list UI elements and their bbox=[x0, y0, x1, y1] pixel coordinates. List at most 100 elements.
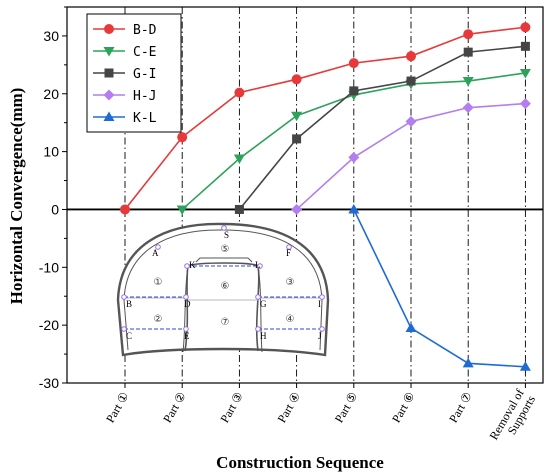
inset-point-label: I bbox=[318, 299, 321, 309]
data-point bbox=[291, 111, 303, 122]
inset-point bbox=[183, 294, 189, 300]
inset-point-label: D bbox=[184, 299, 191, 309]
y-tick-label: -20 bbox=[39, 317, 59, 333]
inset-region-label: ① bbox=[154, 277, 163, 288]
inset-point-label: K bbox=[189, 260, 196, 270]
inset-point bbox=[319, 294, 325, 300]
data-point bbox=[234, 204, 244, 214]
x-tick-label-line: Part ⑦ bbox=[446, 390, 475, 426]
plot-frame bbox=[66, 6, 544, 384]
series-k-l bbox=[348, 203, 531, 371]
data-point bbox=[462, 77, 474, 87]
inset-point-label: S bbox=[224, 230, 229, 240]
y-tick-label: 0 bbox=[51, 201, 59, 217]
series-h-j bbox=[291, 98, 531, 215]
legend-label: B-D bbox=[133, 23, 157, 38]
inset-point bbox=[255, 326, 261, 332]
data-point bbox=[103, 111, 115, 121]
inset-point bbox=[255, 294, 261, 300]
series-g-i bbox=[234, 41, 530, 214]
x-tick-label: Part ③ bbox=[217, 390, 246, 426]
data-point bbox=[520, 22, 531, 33]
right-wall-inner bbox=[257, 265, 263, 353]
inset-point bbox=[257, 263, 263, 269]
data-point bbox=[176, 205, 188, 215]
data-point bbox=[406, 76, 416, 86]
x-tick-label-line: Part ④ bbox=[275, 390, 304, 426]
data-point bbox=[406, 51, 416, 62]
series-line bbox=[238, 45, 526, 210]
inset-point-label: J bbox=[318, 331, 322, 341]
data-point bbox=[177, 132, 188, 143]
legend: B-D C-E G-I H-J K-L bbox=[86, 13, 182, 133]
data-point bbox=[103, 89, 115, 101]
data-point bbox=[463, 29, 474, 40]
x-tick-label: Removal ofSupports bbox=[487, 386, 539, 449]
legend-label: H-J bbox=[133, 89, 156, 104]
inset-region-label: ⑥ bbox=[221, 281, 230, 292]
legend-item: B-D bbox=[93, 23, 157, 38]
inset-point bbox=[121, 294, 127, 300]
data-point bbox=[120, 204, 130, 215]
data-point bbox=[405, 322, 417, 333]
data-point bbox=[291, 74, 302, 85]
inset-point bbox=[184, 263, 190, 269]
inset-point-label: A bbox=[152, 248, 159, 258]
x-tick-label-line: Part ⑥ bbox=[389, 390, 418, 426]
inset-region-label: ④ bbox=[286, 314, 295, 325]
data-point bbox=[103, 47, 115, 57]
data-point bbox=[519, 98, 531, 110]
inset-region-label: ⑤ bbox=[221, 244, 230, 255]
x-tick-label: Part ⑤ bbox=[332, 390, 361, 426]
data-point bbox=[519, 68, 531, 79]
data-point bbox=[104, 68, 114, 78]
inset-point-label: L bbox=[255, 260, 261, 270]
x-tick-label: Part ① bbox=[103, 390, 132, 426]
inset-point-label: E bbox=[184, 331, 190, 341]
inset-point bbox=[121, 326, 127, 332]
left-wall-inner bbox=[182, 265, 189, 353]
x-tick-label-line: Part ① bbox=[103, 390, 132, 426]
x-axis-title: Construction Sequence bbox=[216, 453, 384, 472]
y-tick-label: -30 bbox=[39, 375, 59, 391]
series-b-d bbox=[120, 22, 531, 215]
legend-item: H-J bbox=[93, 89, 156, 104]
inset-point bbox=[155, 244, 161, 250]
inset-point bbox=[286, 244, 292, 250]
legend-item: C-E bbox=[93, 45, 156, 60]
inset-point bbox=[221, 225, 227, 231]
data-point bbox=[348, 151, 360, 163]
y-tick-label: 30 bbox=[43, 28, 59, 44]
data-point bbox=[462, 357, 474, 368]
data-point bbox=[520, 41, 530, 51]
legend-item: K-L bbox=[93, 111, 157, 126]
data-point bbox=[405, 116, 417, 128]
tunnel-lining bbox=[123, 229, 323, 351]
x-tick-label-line: Part ③ bbox=[217, 390, 246, 426]
x-tick-label: Part ② bbox=[160, 390, 189, 426]
x-tick-label: Part ⑦ bbox=[446, 390, 475, 426]
data-point bbox=[348, 203, 360, 214]
legend-label: K-L bbox=[133, 111, 157, 126]
crown-strut bbox=[195, 257, 253, 263]
legend-label: G-I bbox=[133, 67, 156, 82]
inset-point-label: B bbox=[126, 299, 132, 309]
data-point bbox=[519, 361, 531, 371]
x-tick-label: Part ④ bbox=[275, 390, 304, 426]
data-point bbox=[233, 154, 245, 165]
x-tick-label-line: Part ② bbox=[160, 390, 189, 426]
inset-point-label: F bbox=[286, 248, 291, 258]
tunnel-section-inset: S A K L F B D G I C E H J ① ② ③ ④ ⑤ ⑥ ⑦ bbox=[116, 222, 330, 357]
data-point bbox=[234, 87, 245, 98]
y-axis-title: Horizontal Convergence(mm) bbox=[7, 88, 26, 305]
y-tick-label: -10 bbox=[39, 259, 59, 275]
inset-region-label: ⑦ bbox=[221, 317, 230, 328]
x-tick-label: Part ⑥ bbox=[389, 390, 418, 426]
inset-region-label: ② bbox=[154, 314, 163, 325]
data-point bbox=[292, 134, 302, 144]
data-point bbox=[291, 203, 303, 215]
x-tick-label-line: Part ⑤ bbox=[332, 390, 361, 426]
data-point bbox=[349, 86, 359, 96]
data-point bbox=[463, 47, 473, 57]
data-point bbox=[104, 24, 114, 34]
